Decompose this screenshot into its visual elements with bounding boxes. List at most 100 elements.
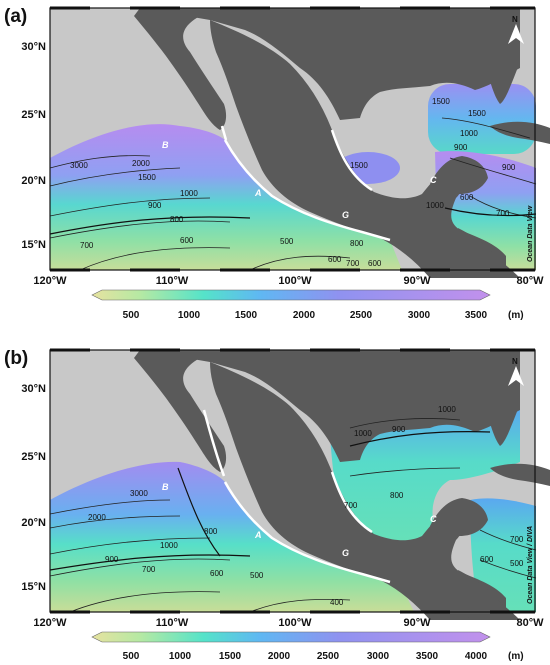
- contour-label: 700: [80, 241, 94, 250]
- contour-label: 800: [350, 239, 364, 248]
- contour-bold: [49, 431, 491, 571]
- site-label-a: A: [254, 188, 262, 198]
- contour-label: 3000: [130, 489, 148, 498]
- coast-track-gulf: [330, 129, 373, 192]
- colorbar-tick: 1500: [235, 310, 258, 321]
- colorbar-unit: (m): [508, 651, 524, 662]
- contour-lines: [49, 117, 537, 271]
- lat-label: 25°N: [21, 451, 46, 463]
- colorbar-tick: 1000: [169, 651, 192, 662]
- credit-label: Ocean Data View: [527, 205, 534, 262]
- north-arrow-icon: N: [508, 357, 524, 386]
- contour-label: 700: [142, 565, 156, 574]
- colorbar-b: 500 1000 1500 2000 2500 3000 3500 4000 (…: [91, 631, 524, 662]
- caribbean-data: [428, 84, 536, 154]
- colorbar-tick: 1500: [219, 651, 242, 662]
- colorbar-tick: 500: [123, 310, 140, 321]
- contour-label: 800: [170, 215, 184, 224]
- contour-label: 1500: [468, 109, 486, 118]
- contour-label: 3000: [70, 161, 88, 170]
- coast-track-gulf: [330, 471, 373, 534]
- lon-label: 120°W: [33, 617, 67, 629]
- lat-labels-a: 30°N 25°N 20°N 15°N: [21, 41, 46, 251]
- colorbar-tick: 2500: [317, 651, 340, 662]
- contour-label: 600: [368, 259, 382, 268]
- gulf-data: [330, 408, 520, 544]
- contour-label: 800: [204, 527, 218, 536]
- lon-label: 100°W: [278, 275, 312, 287]
- colorbar-tick: 2500: [350, 310, 373, 321]
- contour-label: 900: [392, 425, 406, 434]
- contour-label: 2000: [132, 159, 150, 168]
- contour-label: 1500: [138, 173, 156, 182]
- pacific-data: [50, 124, 402, 270]
- contour-label: 700: [496, 209, 510, 218]
- frame-ticks: [50, 348, 535, 614]
- site-label-c: C: [430, 175, 437, 185]
- pacific-data: [50, 461, 414, 612]
- panel-b: 3000 2000 1000 900 800 700 600 500 400 1…: [49, 348, 550, 620]
- contour-label: 1500: [350, 161, 368, 170]
- contour-label: 1000: [160, 541, 178, 550]
- contour-label: 400: [330, 598, 344, 607]
- lon-label: 80°W: [516, 617, 544, 629]
- credit-label: Ocean Data View / DIVA: [527, 526, 534, 604]
- colorbar-tick: 3000: [408, 310, 431, 321]
- contour-bold: [49, 207, 537, 235]
- lat-label: 15°N: [21, 239, 46, 251]
- svg-text:N: N: [512, 357, 518, 366]
- colorbar-tick: 1000: [178, 310, 201, 321]
- lat-label: 20°N: [21, 175, 46, 187]
- panel-label-b: (b): [4, 348, 28, 369]
- contour-label: 500: [250, 571, 264, 580]
- coast-track-baja: [202, 409, 226, 477]
- colorbar-tick: 3000: [367, 651, 390, 662]
- colorbar-ticks: 500 1000 1500 2000 2500 3000 3500: [123, 310, 488, 321]
- contour-label: 900: [502, 163, 516, 172]
- colorbar-gradient: [91, 289, 491, 301]
- contour-label: 1000: [354, 429, 372, 438]
- lon-labels-a: 120°W 110°W 100°W 90°W 80°W: [33, 275, 544, 287]
- colorbar-tick: 500: [123, 651, 140, 662]
- contour-label: 2000: [88, 513, 106, 522]
- coast-track-pacific: [223, 481, 391, 584]
- lon-label: 90°W: [403, 617, 431, 629]
- site-label-c: C: [430, 514, 437, 524]
- contour-label: 600: [210, 569, 224, 578]
- lat-label: 20°N: [21, 517, 46, 529]
- lon-label: 110°W: [156, 617, 189, 629]
- contour-label: 700: [510, 535, 524, 544]
- map-frame: [49, 349, 536, 613]
- colorbar-tick: 2000: [268, 651, 291, 662]
- contour-label: 1500: [432, 97, 450, 106]
- panel-a: 3000 2000 1500 1000 900 800 700 600 500 …: [49, 6, 550, 278]
- coast-track-baja: [220, 125, 228, 141]
- contour-label: 900: [105, 555, 119, 564]
- coast-track-pacific: [223, 139, 391, 242]
- north-arrow-icon: N: [508, 15, 524, 44]
- lat-label: 15°N: [21, 581, 46, 593]
- site-label-b: B: [162, 482, 169, 492]
- colorbar-ticks: 500 1000 1500 2000 2500 3000 3500 4000: [123, 651, 488, 662]
- lat-label: 25°N: [21, 109, 46, 121]
- contour-label: 700: [344, 501, 358, 510]
- lon-label: 80°W: [516, 275, 544, 287]
- contour-label: 700: [346, 259, 360, 268]
- contour-label: 1000: [180, 189, 198, 198]
- contour-label: 800: [390, 491, 404, 500]
- contour-label: 1000: [460, 129, 478, 138]
- site-label-a: A: [254, 530, 262, 540]
- contour-label: 500: [280, 237, 294, 246]
- contour-label: 900: [454, 143, 468, 152]
- colorbar-tick: 4000: [465, 651, 488, 662]
- contour-label: 600: [180, 236, 194, 245]
- lat-label: 30°N: [21, 383, 46, 395]
- lon-labels-b: 120°W 110°W 100°W 90°W 80°W: [33, 617, 544, 629]
- contour-label: 600: [328, 255, 342, 264]
- colorbar-tick: 2000: [293, 310, 316, 321]
- colorbar-a: 500 1000 1500 2000 2500 3000 3500 (m): [91, 289, 524, 321]
- colorbar-tick: 3500: [416, 651, 439, 662]
- lon-label: 120°W: [33, 275, 67, 287]
- contour-label: 500: [510, 559, 524, 568]
- contour-label: 1000: [438, 405, 456, 414]
